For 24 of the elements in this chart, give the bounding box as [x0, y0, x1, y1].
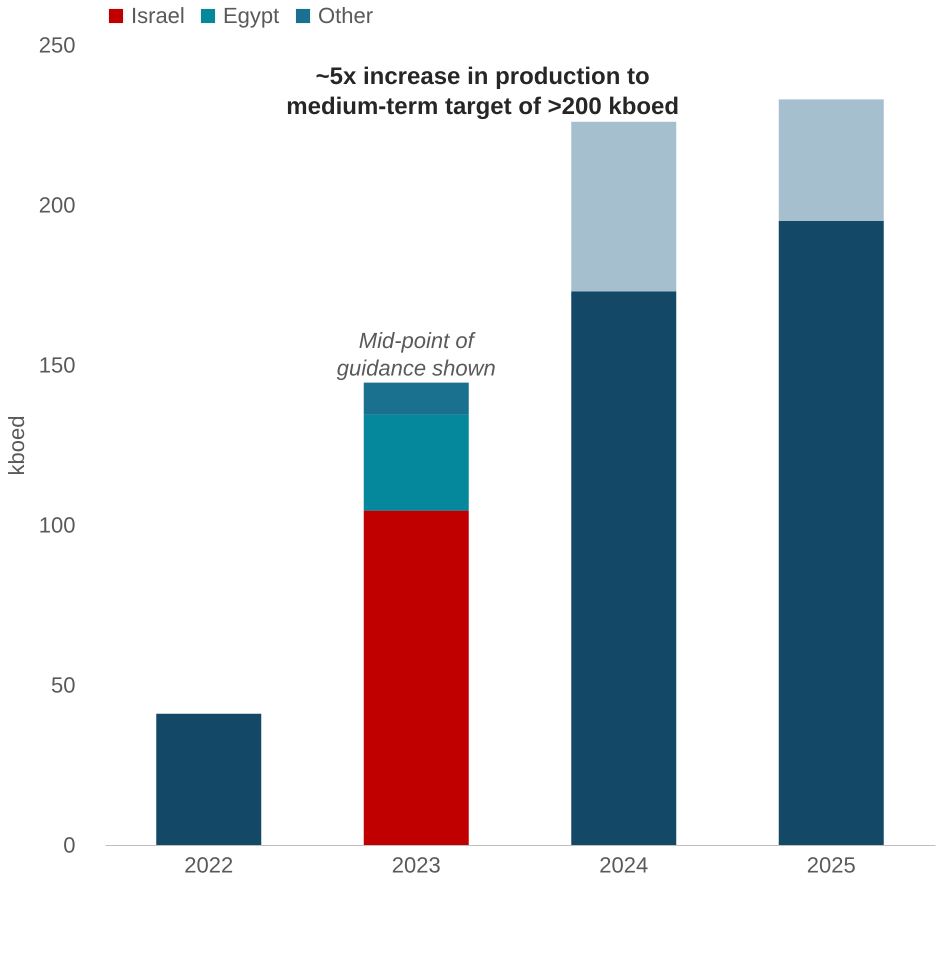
y-tick-label: 250: [38, 32, 76, 58]
y-tick-label: 0: [63, 832, 76, 858]
bar: [364, 414, 469, 511]
y-tick-label: 150: [38, 352, 76, 378]
bar: [156, 714, 262, 845]
y-tick-label: 100: [38, 512, 76, 538]
y-tick-label: 50: [51, 672, 76, 698]
bar: [778, 99, 884, 221]
annotation: ~5x increase in production to medium-term target of >200 kboed: [286, 63, 680, 120]
y-tick-label: 200: [38, 192, 76, 218]
x-tick-label: 2023: [392, 852, 441, 878]
x-tick-label: 2022: [184, 852, 234, 878]
bar: [571, 122, 676, 292]
bar: [778, 221, 884, 845]
bar: [364, 510, 469, 845]
bar: [364, 382, 469, 415]
annotation: Mid-point of guidance shown: [336, 328, 496, 380]
x-tick-label: 2025: [806, 852, 856, 878]
y-axis-title: kboed: [4, 416, 29, 476]
x-tick-label: 2024: [599, 852, 648, 878]
legend-label: Other: [318, 3, 374, 28]
legend-label: Egypt: [223, 3, 280, 28]
bar: [571, 291, 676, 845]
legend-label: Israel: [131, 3, 185, 28]
